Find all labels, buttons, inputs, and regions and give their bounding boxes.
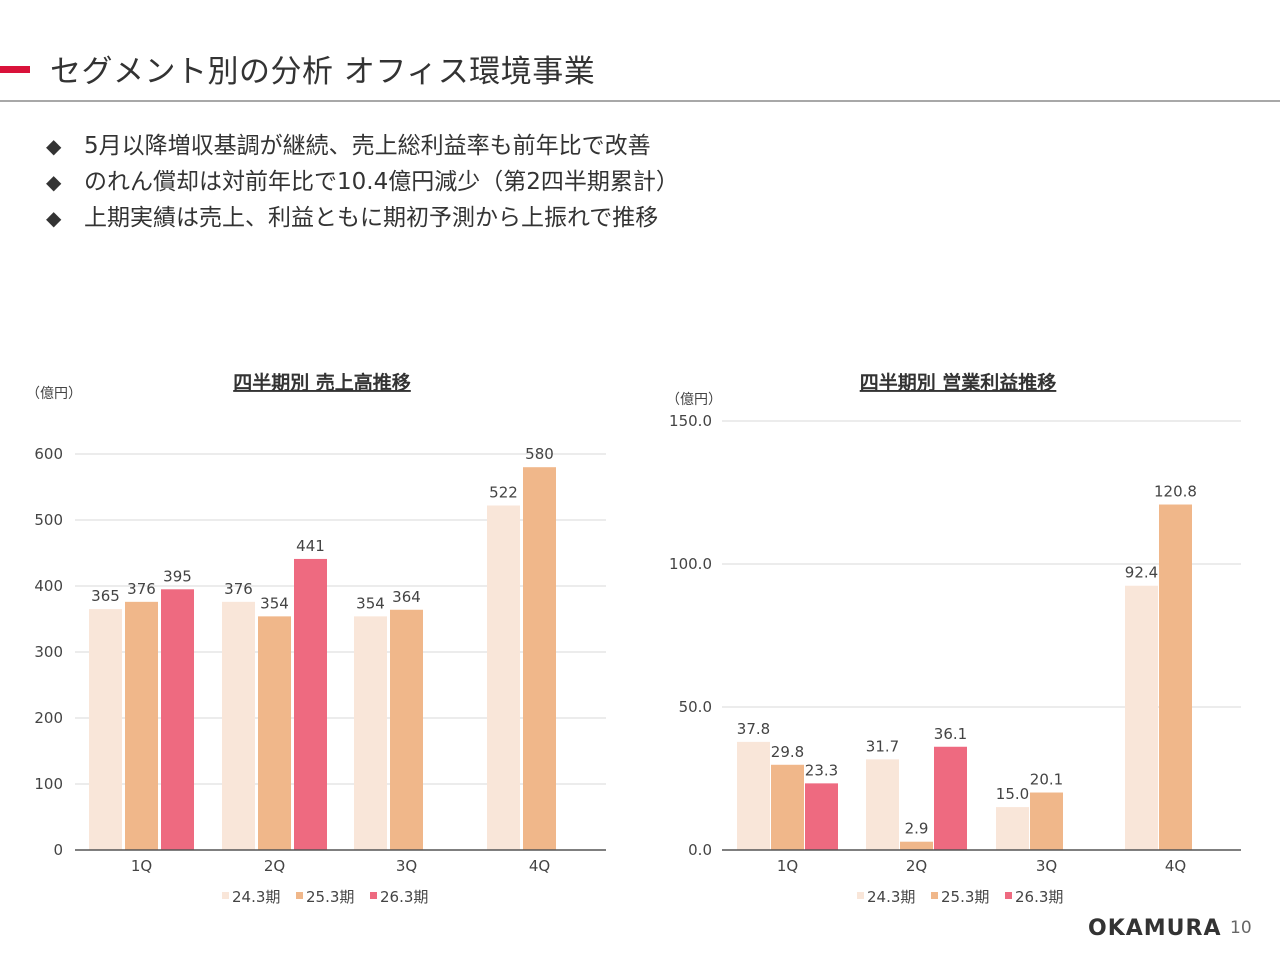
- x-tick-label: 1Q: [131, 857, 152, 875]
- y-tick-label: 100: [34, 775, 63, 793]
- data-label: 522: [489, 483, 518, 501]
- y-tick-label: 0: [53, 841, 63, 859]
- data-label: 354: [356, 594, 385, 612]
- header-divider: [0, 100, 1280, 102]
- x-tick-label: 2Q: [264, 857, 285, 875]
- bar-24.3期-4Q: [487, 505, 520, 850]
- okamura-logo: OKAMURA: [1088, 916, 1222, 941]
- diamond-icon: ◆: [46, 134, 62, 158]
- data-label: 441: [296, 537, 325, 555]
- legend-label: 25.3期: [306, 888, 354, 906]
- x-tick-label: 4Q: [529, 857, 550, 875]
- page-title: セグメント別の分析 オフィス環境事業: [50, 54, 596, 90]
- legend-swatch: [296, 892, 303, 899]
- bullet-text: のれん償却は対前年比で10.4億円減少（第2四半期累計）: [84, 169, 679, 195]
- bar-25.3期-2Q: [258, 616, 291, 850]
- x-tick-label: 3Q: [396, 857, 417, 875]
- bar-26.3期-2Q: [294, 558, 327, 850]
- data-label: 354: [260, 594, 289, 612]
- y-tick-label: 200: [34, 709, 63, 727]
- data-label: 364: [392, 588, 421, 606]
- y-tick-label: 300: [34, 643, 63, 661]
- data-label: 580: [525, 445, 554, 463]
- bar-26.3期-1Q: [161, 589, 194, 850]
- y-axis-unit-label: （億円）: [26, 386, 82, 402]
- bar-25.3期-3Q: [390, 609, 423, 850]
- title-accent-bar: [0, 66, 30, 73]
- bar-25.3期-4Q: [523, 467, 556, 850]
- bullet-item: ◆ 上期実績は売上、利益ともに期初予測から上振れで推移: [46, 200, 679, 236]
- legend-swatch: [222, 892, 229, 899]
- chart-title: 四半期別 売上高推移: [233, 371, 411, 394]
- data-label: 365: [91, 587, 120, 605]
- bar-24.3期-2Q: [222, 601, 255, 850]
- bar-24.3期-1Q: [89, 609, 122, 850]
- y-tick-label: 500: [34, 511, 63, 529]
- data-label: 376: [127, 580, 156, 598]
- bullet-list: ◆ 5月以降増収基調が継続、売上総利益率も前年比で改善 ◆ のれん償却は対前年比で1…: [46, 128, 679, 236]
- y-tick-label: 400: [34, 577, 63, 595]
- bullet-item: ◆ 5月以降増収基調が継続、売上総利益率も前年比で改善: [46, 128, 679, 164]
- bar-25.3期-1Q: [125, 601, 158, 850]
- bullet-text: 上期実績は売上、利益ともに期初予測から上振れで推移: [84, 205, 659, 231]
- bullet-item: ◆ のれん償却は対前年比で10.4億円減少（第2四半期累計）: [46, 164, 679, 200]
- legend-label: 24.3期: [232, 888, 280, 906]
- data-label: 395: [163, 567, 192, 585]
- legend-swatch: [370, 892, 377, 899]
- y-tick-label: 600: [34, 445, 63, 463]
- data-label: 376: [224, 580, 253, 598]
- diamond-icon: ◆: [46, 170, 62, 194]
- page-number: 10: [1230, 918, 1252, 938]
- bullet-text: 5月以降増収基調が継続、売上総利益率も前年比で改善: [84, 133, 651, 159]
- diamond-icon: ◆: [46, 206, 62, 230]
- legend-label: 26.3期: [380, 888, 428, 906]
- bar-24.3期-3Q: [354, 616, 387, 850]
